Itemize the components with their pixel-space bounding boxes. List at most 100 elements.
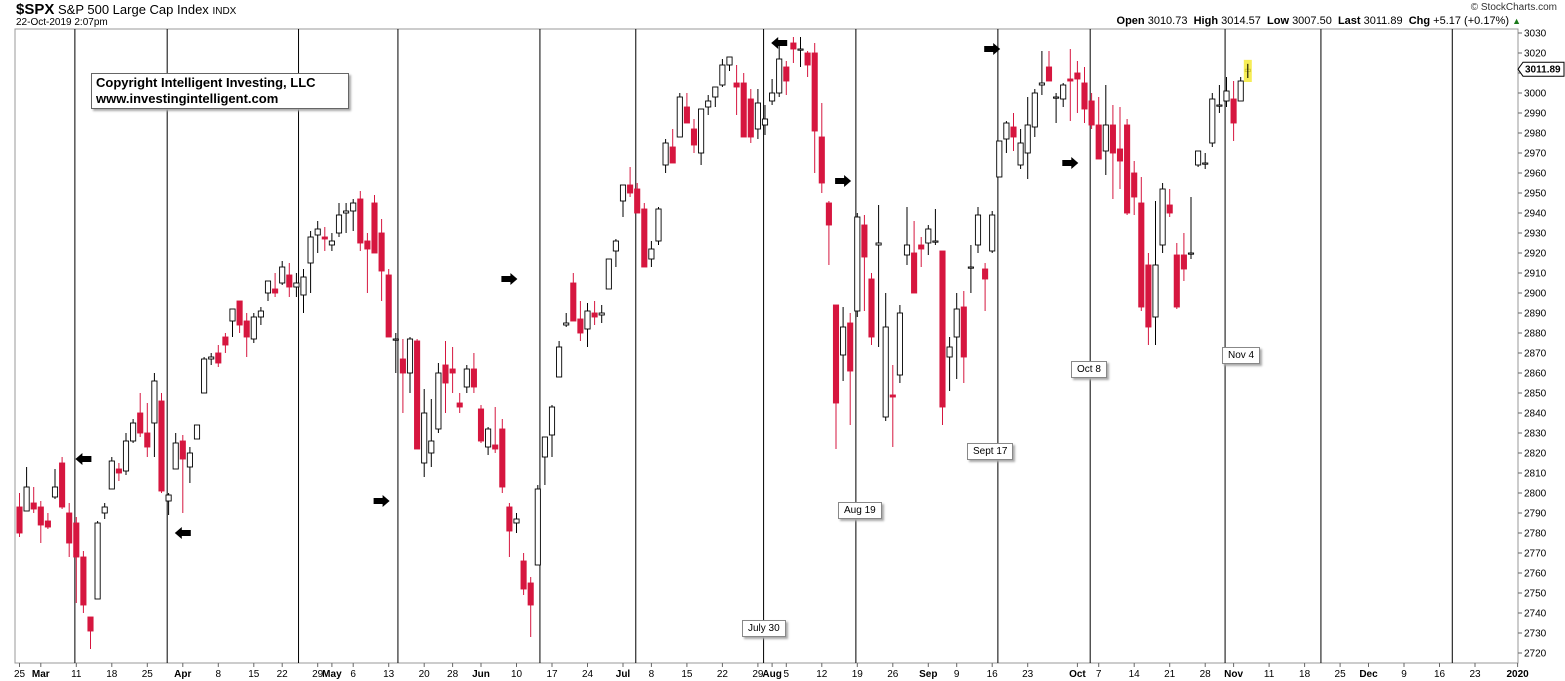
candle	[1230, 81, 1237, 141]
candle	[1031, 89, 1038, 137]
x-tick-label: 22	[717, 669, 729, 680]
x-tick-label: Dec	[1359, 669, 1378, 680]
candle	[307, 231, 314, 293]
y-tick-label: 2960	[1524, 169, 1547, 180]
candle	[1109, 105, 1116, 199]
candle	[80, 551, 87, 613]
candle	[1152, 201, 1159, 345]
candle-body	[513, 518, 520, 524]
x-tick-label: 16	[987, 669, 999, 680]
candle-body	[761, 118, 769, 126]
y-tick-label: 2790	[1524, 509, 1547, 520]
stockcharts-watermark[interactable]: © StockCharts.com	[1470, 2, 1557, 13]
candle-body	[456, 402, 463, 408]
candle-body	[328, 240, 335, 246]
candle	[1045, 51, 1053, 82]
candle-body	[563, 322, 570, 326]
candle-body	[250, 316, 257, 340]
candle	[868, 273, 875, 345]
candle-body	[286, 274, 293, 288]
candle	[1081, 67, 1088, 123]
candle	[130, 419, 137, 443]
right-arrow-icon	[835, 175, 852, 187]
candle	[513, 513, 520, 533]
candle	[974, 207, 982, 253]
candle-body	[627, 184, 634, 194]
candle-body	[101, 506, 108, 514]
candle	[435, 363, 442, 433]
candle	[300, 269, 307, 313]
candle	[179, 435, 186, 513]
candle	[165, 493, 172, 515]
chart-datetime: 22-Oct-2019 2:07pm	[16, 17, 108, 28]
candle	[733, 65, 740, 115]
candle-body	[193, 424, 201, 440]
last-price-tag	[1517, 61, 1565, 77]
candle	[634, 183, 641, 214]
candle-body	[527, 582, 534, 606]
candle	[932, 209, 939, 245]
candle	[30, 487, 37, 513]
symbol: $SPX	[16, 1, 55, 18]
candle	[137, 393, 144, 437]
candle-body	[712, 86, 719, 98]
candle	[989, 211, 996, 253]
x-tick-label: 29	[312, 669, 324, 680]
y-tick-label: 2800	[1524, 489, 1547, 500]
candle-body	[1003, 122, 1010, 140]
candle	[343, 203, 350, 233]
candle-body	[1124, 124, 1131, 214]
candle-body	[428, 440, 435, 454]
candle	[449, 347, 456, 393]
candle-body	[435, 372, 442, 430]
candle-body	[449, 368, 456, 374]
candle-body	[463, 368, 470, 388]
candle-body	[215, 352, 222, 364]
candle	[428, 399, 435, 467]
candle-body	[23, 486, 30, 512]
candle	[1095, 97, 1102, 160]
left-arrow-icon	[771, 37, 788, 49]
candle-body	[740, 82, 747, 138]
candle-body	[1173, 254, 1180, 308]
candle-body	[861, 224, 868, 258]
candle-body	[690, 128, 698, 146]
y-tick-label: 2810	[1524, 469, 1547, 480]
candle-body	[825, 202, 832, 226]
candle-body	[619, 184, 627, 202]
candle-body	[783, 66, 790, 82]
candle-body	[967, 266, 974, 269]
x-tick-label: 6	[350, 669, 356, 680]
candle-body	[201, 358, 208, 394]
candle-body	[534, 488, 541, 566]
candle-body	[662, 142, 669, 166]
y-tick-label: 2910	[1524, 269, 1547, 280]
x-tick-label: 9	[1401, 669, 1407, 680]
candle-body	[875, 242, 882, 246]
annotation-aug-19: Aug 19	[838, 502, 882, 519]
y-tick-label: 2870	[1524, 349, 1547, 360]
candle-body	[818, 136, 825, 184]
candle	[570, 273, 577, 322]
candle-body	[364, 240, 371, 250]
candle	[144, 403, 151, 457]
candle-body	[421, 412, 428, 464]
x-tick-label: Apr	[174, 669, 191, 680]
right-arrow-icon	[984, 43, 1001, 55]
x-tick-label: 21	[1164, 669, 1176, 680]
candle-body	[1138, 202, 1145, 308]
candle	[122, 433, 130, 475]
candle-body	[1152, 264, 1159, 318]
x-tick-label: 29	[752, 669, 764, 680]
candle	[1237, 77, 1244, 102]
index-name: S&P 500 Large Cap Index	[57, 2, 209, 17]
candle-body	[754, 102, 761, 130]
x-tick-label: 15	[681, 669, 693, 680]
candle	[726, 56, 733, 71]
candle-body	[1195, 150, 1202, 166]
candle-body	[598, 312, 605, 316]
candle	[612, 239, 619, 267]
website-line: www.investingintelligent.com	[96, 91, 279, 106]
candle	[335, 203, 343, 237]
candle-body	[51, 486, 59, 498]
